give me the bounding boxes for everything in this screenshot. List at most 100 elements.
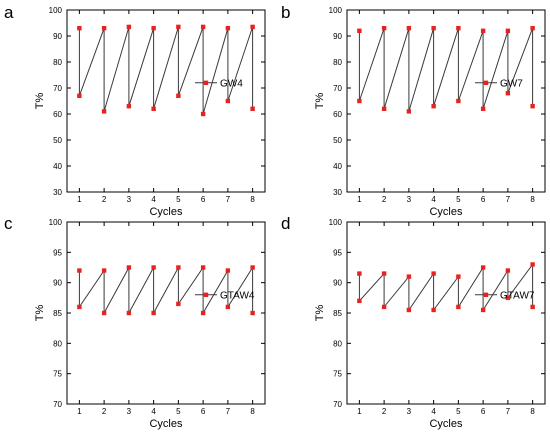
data-point [101, 109, 107, 114]
panel-letter: a [4, 3, 14, 22]
x-axis-title: Cycles [149, 418, 183, 430]
data-point [77, 268, 82, 273]
data-point [151, 310, 156, 316]
y-tick-label: 100 [329, 6, 343, 15]
series-line [78, 265, 254, 315]
x-tick-label: 8 [250, 407, 255, 416]
data-point [357, 98, 362, 104]
y-tick-label: 30 [333, 188, 342, 197]
data-point [250, 310, 255, 316]
y-tick-label: 85 [333, 309, 342, 318]
y-tick-label: 70 [53, 84, 62, 93]
y-tick-label: 95 [333, 248, 342, 257]
panel-letter: d [281, 214, 290, 233]
data-point [225, 304, 231, 310]
x-tick-label: 5 [456, 195, 461, 204]
y-tick-label: 60 [53, 110, 62, 119]
x-tick-label: 3 [407, 407, 412, 416]
data-point [176, 301, 181, 307]
x-tick-label: 1 [357, 407, 362, 416]
data-point [225, 268, 231, 273]
data-point [406, 26, 412, 31]
x-tick-label: 6 [201, 195, 206, 204]
data-point [151, 106, 156, 111]
x-tick-label: 2 [382, 407, 387, 416]
y-tick-label: 80 [333, 58, 342, 67]
x-tick-label: 6 [201, 407, 206, 416]
x-tick-label: 7 [226, 407, 231, 416]
legend-label: GTAW4 [220, 290, 255, 301]
x-tick-label: 2 [102, 407, 107, 416]
y-tick-label: 50 [333, 136, 342, 145]
y-tick-label: 60 [333, 110, 342, 119]
data-point [456, 26, 461, 31]
series-line [358, 28, 534, 112]
y-tick-label: 70 [53, 400, 62, 409]
y-tick-label: 70 [333, 84, 342, 93]
data-point [456, 274, 461, 279]
x-axis-title: Cycles [429, 418, 463, 430]
data-point [176, 24, 181, 30]
data-point [357, 28, 362, 33]
y-tick-label: 100 [49, 6, 63, 15]
y-axis-title: T% [34, 305, 46, 322]
data-point [250, 265, 255, 270]
data-point [101, 26, 107, 31]
data-point [480, 106, 486, 111]
legend-marker [483, 80, 489, 85]
x-tick-label: 1 [77, 195, 82, 204]
x-tick-label: 6 [481, 407, 486, 416]
y-axis-title: T% [314, 93, 326, 110]
y-tick-label: 70 [333, 400, 342, 409]
legend-marker [203, 80, 209, 85]
data-point [431, 104, 436, 109]
y-tick-label: 30 [53, 188, 62, 197]
data-point [250, 24, 255, 30]
data-point [200, 265, 206, 270]
x-tick-label: 2 [382, 195, 387, 204]
data-point [381, 26, 387, 31]
x-tick-label: 8 [250, 195, 255, 204]
chart-panel-a: a 30 40 50 60 70 80 90 100 1 2 3 4 5 6 7 8 Cycles T% GW4 [4, 3, 266, 218]
plot-frame [66, 221, 266, 405]
plot-frame [346, 9, 546, 193]
series-line [78, 26, 254, 115]
y-tick-label: 90 [333, 32, 342, 41]
y-tick-label: 95 [53, 248, 62, 257]
y-tick-label: 90 [53, 279, 62, 288]
data-point [200, 310, 206, 316]
y-tick-label: 90 [53, 32, 62, 41]
data-point [431, 26, 436, 31]
legend-marker [203, 292, 209, 297]
data-point [77, 304, 82, 310]
data-point [505, 268, 511, 273]
data-point [101, 310, 107, 316]
legend-label: GTAW7 [500, 290, 535, 301]
x-tick-label: 8 [530, 195, 535, 204]
data-point [250, 106, 255, 111]
data-point [480, 28, 486, 33]
data-point [530, 26, 535, 31]
data-point [381, 271, 387, 276]
data-point [505, 28, 511, 33]
data-point [480, 265, 486, 270]
y-tick-label: 90 [333, 279, 342, 288]
plot-frame [346, 221, 546, 405]
y-tick-label: 40 [53, 162, 62, 171]
data-point [431, 271, 436, 276]
data-point [381, 106, 387, 111]
data-point [530, 262, 535, 267]
x-axis-title: Cycles [429, 206, 463, 218]
legend-marker [483, 292, 489, 297]
data-point [200, 24, 206, 30]
y-tick-label: 75 [333, 370, 342, 379]
data-point [77, 93, 82, 98]
data-point [505, 295, 511, 301]
series-line [358, 262, 534, 312]
data-point [456, 98, 461, 104]
data-point [126, 104, 132, 109]
x-tick-label: 7 [506, 195, 511, 204]
y-tick-label: 75 [53, 370, 62, 379]
data-point [225, 26, 231, 31]
panel-letter: b [281, 3, 290, 22]
